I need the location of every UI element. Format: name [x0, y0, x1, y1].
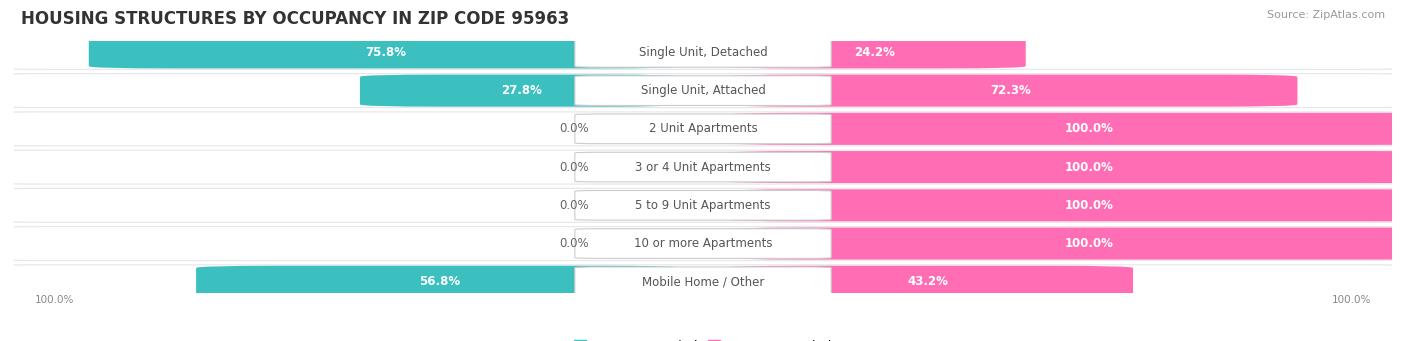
Text: 5 to 9 Unit Apartments: 5 to 9 Unit Apartments — [636, 199, 770, 212]
Text: 56.8%: 56.8% — [419, 275, 460, 288]
FancyBboxPatch shape — [575, 38, 831, 67]
Text: Single Unit, Detached: Single Unit, Detached — [638, 46, 768, 59]
Text: 72.3%: 72.3% — [990, 84, 1031, 97]
FancyBboxPatch shape — [89, 36, 682, 69]
Text: 100.0%: 100.0% — [1064, 122, 1114, 135]
Text: 0.0%: 0.0% — [560, 199, 589, 212]
FancyBboxPatch shape — [0, 227, 1406, 260]
FancyBboxPatch shape — [724, 151, 1406, 183]
FancyBboxPatch shape — [575, 152, 831, 182]
Text: Source: ZipAtlas.com: Source: ZipAtlas.com — [1267, 10, 1385, 20]
FancyBboxPatch shape — [0, 111, 1406, 146]
FancyBboxPatch shape — [0, 113, 1406, 145]
Text: 0.0%: 0.0% — [560, 237, 589, 250]
Text: 27.8%: 27.8% — [501, 84, 541, 97]
Text: 0.0%: 0.0% — [560, 161, 589, 174]
Text: Mobile Home / Other: Mobile Home / Other — [641, 275, 765, 288]
Text: HOUSING STRUCTURES BY OCCUPANCY IN ZIP CODE 95963: HOUSING STRUCTURES BY OCCUPANCY IN ZIP C… — [21, 10, 569, 28]
FancyBboxPatch shape — [0, 151, 1406, 183]
Text: 100.0%: 100.0% — [1064, 161, 1114, 174]
Text: 0.0%: 0.0% — [560, 122, 589, 135]
FancyBboxPatch shape — [575, 229, 831, 258]
Text: 24.2%: 24.2% — [855, 46, 896, 59]
FancyBboxPatch shape — [0, 188, 1406, 223]
FancyBboxPatch shape — [0, 264, 1406, 299]
Text: Single Unit, Attached: Single Unit, Attached — [641, 84, 765, 97]
Text: 43.2%: 43.2% — [908, 275, 949, 288]
FancyBboxPatch shape — [0, 189, 1406, 222]
FancyBboxPatch shape — [0, 226, 1406, 261]
FancyBboxPatch shape — [724, 113, 1406, 145]
FancyBboxPatch shape — [724, 266, 1133, 298]
FancyBboxPatch shape — [0, 149, 1406, 185]
Legend: Owner-occupied, Renter-occupied: Owner-occupied, Renter-occupied — [568, 335, 838, 341]
FancyBboxPatch shape — [575, 191, 831, 220]
FancyBboxPatch shape — [575, 76, 831, 105]
FancyBboxPatch shape — [0, 73, 1406, 108]
FancyBboxPatch shape — [575, 114, 831, 144]
Text: 100.0%: 100.0% — [1331, 295, 1371, 305]
Text: 3 or 4 Unit Apartments: 3 or 4 Unit Apartments — [636, 161, 770, 174]
FancyBboxPatch shape — [724, 189, 1406, 221]
FancyBboxPatch shape — [0, 35, 1406, 70]
FancyBboxPatch shape — [0, 265, 1406, 298]
FancyBboxPatch shape — [360, 75, 682, 107]
Text: 2 Unit Apartments: 2 Unit Apartments — [648, 122, 758, 135]
FancyBboxPatch shape — [0, 74, 1406, 107]
FancyBboxPatch shape — [195, 266, 682, 298]
FancyBboxPatch shape — [724, 75, 1298, 107]
Text: 75.8%: 75.8% — [366, 46, 406, 59]
FancyBboxPatch shape — [724, 227, 1406, 260]
Text: 100.0%: 100.0% — [1064, 199, 1114, 212]
Text: 100.0%: 100.0% — [1064, 237, 1114, 250]
FancyBboxPatch shape — [0, 36, 1406, 69]
FancyBboxPatch shape — [575, 267, 831, 297]
Text: 10 or more Apartments: 10 or more Apartments — [634, 237, 772, 250]
Text: 100.0%: 100.0% — [35, 295, 75, 305]
FancyBboxPatch shape — [724, 36, 1026, 69]
